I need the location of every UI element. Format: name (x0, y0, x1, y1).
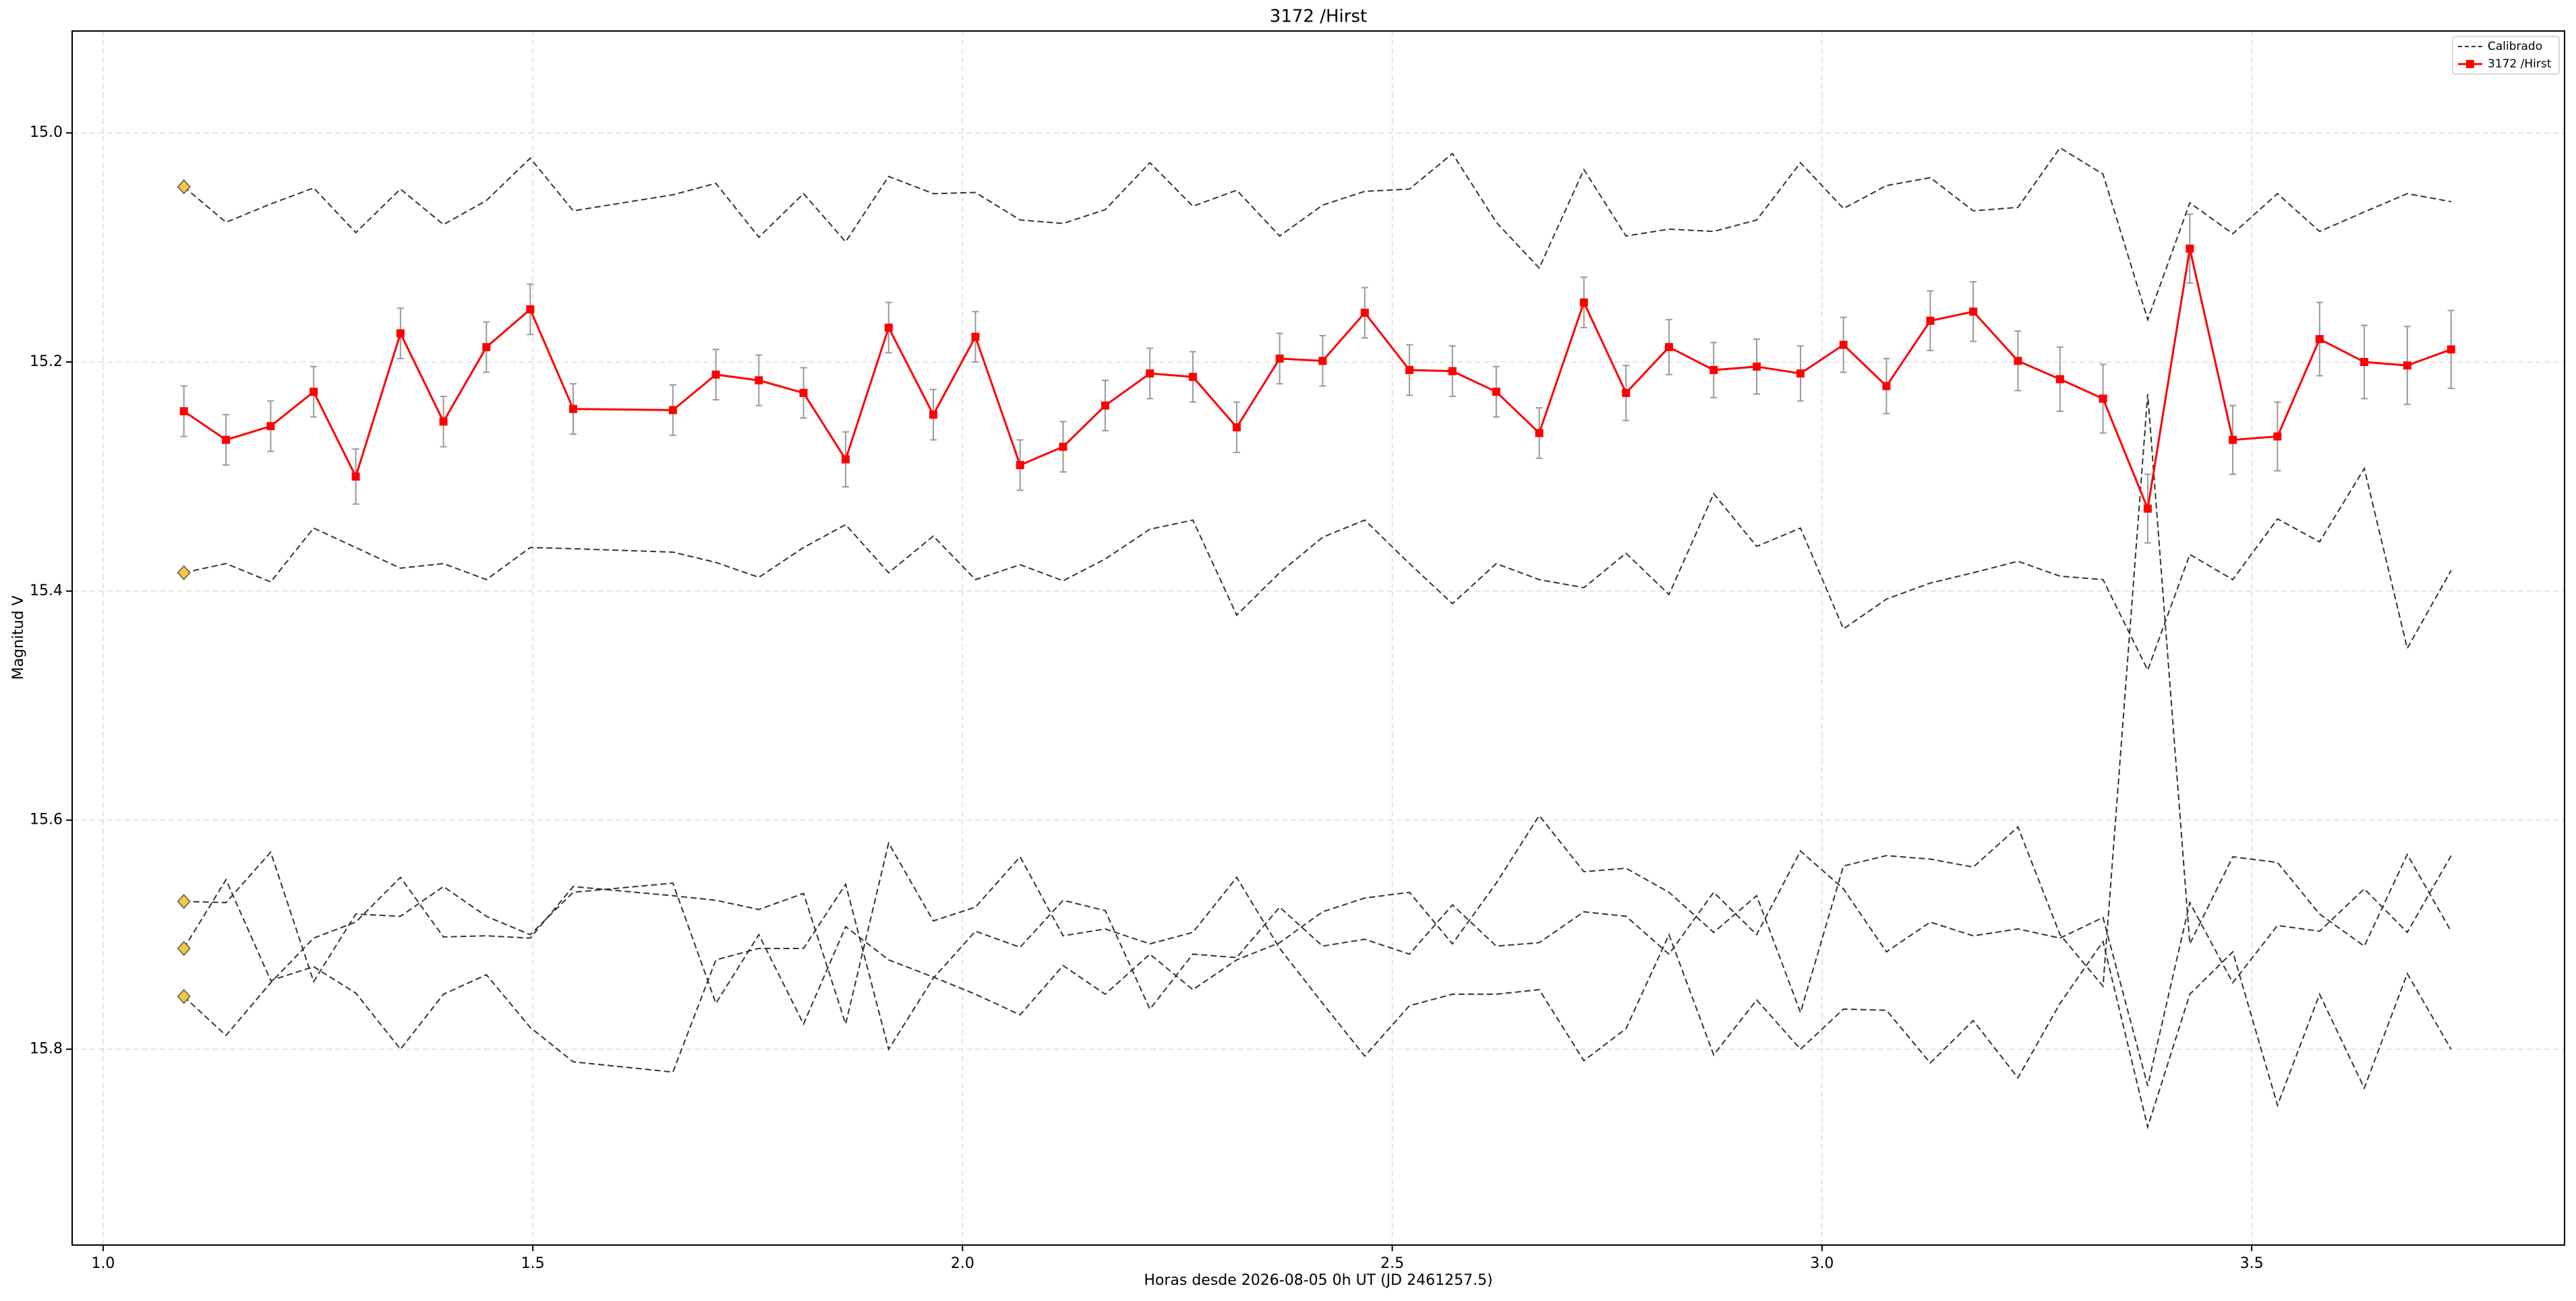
target-point (2055, 375, 2064, 384)
target-point (1882, 382, 1891, 390)
x-tick-label: 1.5 (521, 1255, 545, 1272)
target-point (1146, 369, 1154, 378)
x-tick-label: 2.0 (951, 1255, 974, 1272)
target-point (1275, 354, 1284, 363)
y-tick-label: 15.6 (30, 812, 63, 828)
calibrated-line (183, 849, 2452, 1087)
target-point (1579, 298, 1588, 307)
target-point (2186, 244, 2194, 253)
target-point (2229, 435, 2237, 444)
x-tick-label: 2.5 (1380, 1255, 1404, 1272)
target-point (1232, 423, 1241, 431)
y-tick-label: 15.2 (30, 353, 63, 370)
target-point (1448, 367, 1457, 375)
target-point (2143, 504, 2152, 513)
target-point (1622, 388, 1631, 397)
target-point (1188, 373, 1197, 382)
target-point (1016, 460, 1024, 469)
target-point (1796, 369, 1805, 378)
target-point (439, 417, 448, 426)
target-point (1926, 316, 1935, 325)
reference-marker (177, 179, 191, 195)
target-point (1405, 365, 1414, 374)
legend-label: Calibrado (2488, 40, 2542, 53)
reference-marker (177, 565, 191, 580)
target-point (842, 455, 850, 464)
target-point (2315, 335, 2324, 344)
calibrated-line (183, 146, 2451, 322)
reference-marker (177, 894, 191, 909)
target-point (668, 406, 677, 415)
target-point (711, 370, 720, 379)
target-point (266, 422, 275, 431)
target-point (1360, 308, 1369, 317)
target-point (526, 305, 535, 313)
reference-marker (177, 940, 191, 957)
reference-marker (177, 989, 191, 1004)
target-point (929, 411, 938, 419)
target-point (755, 376, 763, 385)
target-point (1101, 401, 1109, 410)
target-point (1709, 365, 1718, 374)
target-point (1839, 340, 1848, 349)
target-point (2447, 345, 2455, 354)
calibrated-line (183, 394, 2452, 1026)
target-point (1969, 307, 1978, 316)
x-axis-label: Horas desde 2026-08-05 0h UT (JD 2461257… (1144, 1272, 1492, 1289)
target-point (1535, 429, 1544, 437)
target-point (1059, 442, 1067, 451)
x-tick-label: 1.0 (91, 1255, 115, 1272)
target-point (799, 388, 808, 397)
target-point (222, 435, 231, 444)
target-point (1318, 357, 1327, 365)
target-point (351, 472, 360, 481)
target-line (183, 248, 2452, 513)
y-tick-label: 15.0 (30, 124, 63, 141)
y-axis-label: Magnitud V (10, 595, 27, 679)
calibrated-line (183, 466, 2452, 672)
target-point (884, 324, 893, 332)
legend-swatch-marker (2466, 60, 2474, 68)
target-point (971, 332, 980, 341)
target-point (482, 342, 491, 351)
plot-frame (71, 30, 2565, 1246)
target-point (310, 388, 318, 396)
legend-label: 3172 /Hirst (2488, 57, 2552, 71)
y-tick-label: 15.4 (30, 582, 63, 599)
target-point (2014, 357, 2022, 365)
target-point (1492, 388, 1500, 396)
target-point (2403, 361, 2411, 370)
calibrated-line (183, 841, 2452, 1130)
target-point (1752, 362, 1761, 371)
chart-title: 3172 /Hirst (1270, 7, 1367, 27)
target-point (569, 404, 578, 413)
y-tick-label: 15.8 (30, 1040, 63, 1057)
target-point (1664, 342, 1673, 351)
x-tick-label: 3.5 (2240, 1255, 2264, 1272)
target-point (396, 329, 405, 338)
target-point (2360, 358, 2369, 367)
target-point (2273, 432, 2282, 441)
x-tick-label: 3.0 (1810, 1255, 1834, 1272)
target-point (2099, 394, 2107, 403)
target-point (179, 407, 188, 416)
